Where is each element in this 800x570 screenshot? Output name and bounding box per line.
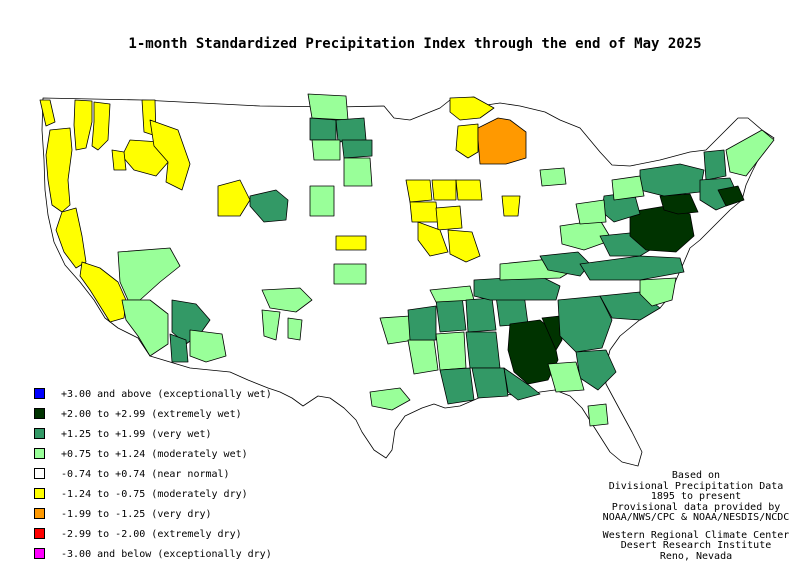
division-dry [39,99,56,127]
division-moderately-wet [311,139,341,161]
division-dry [149,119,191,191]
division-dry [45,127,73,213]
legend-label: +3.00 and above (exceptionally wet) [61,389,272,400]
division-moderately-wet [547,361,585,393]
legend-label: -0.74 to +0.74 (near normal) [61,469,230,480]
credit-line: 1895 to present [650,491,742,502]
division-moderately-wet [261,287,313,313]
division-dry [91,101,111,151]
division-moderately-wet [539,167,567,187]
division-dry [79,261,127,323]
division-very-wet [335,117,367,143]
division-moderately-wet [575,199,607,225]
division-very-wet [309,117,337,141]
division-dry [217,179,251,217]
credit-line: Desert Research Institute [620,540,772,551]
division-moderately-wet [369,387,411,411]
division-very-wet [465,297,497,333]
legend-swatch [34,408,45,419]
division-extremely-wet [717,185,745,207]
division-dry [449,96,495,121]
legend-label: -1.24 to -0.75 (moderately dry) [61,489,248,500]
division-dry [431,179,457,201]
division-dry [435,205,463,231]
legend-swatch [34,528,45,539]
division-dry [55,207,87,269]
legend-swatch [34,448,45,459]
division-very-dry [477,117,527,165]
division-very-wet [341,139,373,159]
division-very-wet [703,149,727,181]
division-moderately-wet [189,329,227,363]
map-title: 1-month Standardized Precipitation Index… [128,36,702,52]
division-very-wet [439,367,475,405]
credit-line: NOAA/NWS/CPC & NOAA/NESDIS/NCDC [602,512,790,523]
division-moderately-wet [121,299,169,357]
legend-label: -1.99 to -1.25 (very dry) [61,509,212,520]
division-moderately-wet [287,317,303,341]
division-moderately-wet [587,403,609,427]
division-moderately-wet [117,247,181,301]
credit-line: Reno, Nevada [659,550,733,562]
division-dry [335,235,367,251]
division-moderately-wet [333,263,367,285]
legend-swatch [34,508,45,519]
division-very-wet [169,333,189,363]
division-dry [405,179,433,203]
division-very-wet [503,367,541,401]
division-dry [111,149,127,171]
legend-label: +2.00 to +2.99 (extremely wet) [61,409,242,420]
legend-swatch [34,388,45,399]
division-moderately-wet [725,129,775,177]
division-very-wet [407,305,437,341]
legend-label: +1.25 to +1.99 (very wet) [61,429,212,440]
division-moderately-wet [261,309,281,341]
data-credits: Based on Divisional Precipitation Data 1… [596,470,796,562]
division-moderately-wet [309,185,335,217]
division-moderately-wet [307,93,349,121]
legend-swatch [34,428,45,439]
legend-swatch [34,468,45,479]
division-dry [447,229,481,263]
division-moderately-wet [343,157,373,187]
division-very-wet [471,367,509,399]
division-dry [409,201,439,223]
legend-swatch [34,488,45,499]
credit-line: Provisional data provided by [611,501,781,513]
division-very-wet [639,163,705,197]
division-very-wet [249,189,289,223]
division-moderately-wet [435,331,467,371]
division-moderately-wet [639,277,677,307]
division-dry [417,221,449,257]
legend-label: -3.00 and below (exceptionally dry) [61,549,272,560]
credit-line: Based on [671,470,721,481]
division-dry [73,99,93,151]
division-dry [455,123,479,159]
division-very-wet [465,331,501,369]
division-extremely-wet [659,193,699,215]
division-dry [501,195,521,217]
credit-line: Western Regional Climate Center [602,529,790,541]
legend-label: -2.99 to -2.00 (extremely dry) [61,529,242,540]
division-extremely-wet [541,315,563,351]
division-dry [455,179,483,201]
legend-swatch [34,548,45,559]
credit-line: Divisional Precipitation Data [608,480,784,492]
division-moderately-wet [611,175,645,201]
legend-label: +0.75 to +1.24 (moderately wet) [61,449,248,460]
